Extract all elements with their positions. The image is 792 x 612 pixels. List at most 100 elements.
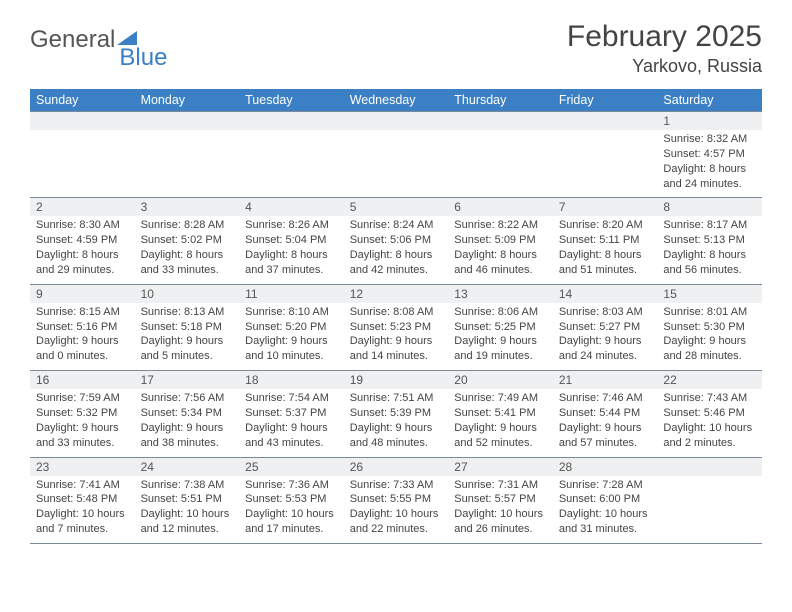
sunrise-text: Sunrise: 8:32 AM <box>663 132 756 147</box>
body-row: Sunrise: 8:32 AMSunset: 4:57 PMDaylight:… <box>30 130 762 197</box>
sunrise-text: Sunrise: 8:01 AM <box>663 305 756 320</box>
day-cell: Sunrise: 8:24 AMSunset: 5:06 PMDaylight:… <box>344 216 449 283</box>
date-number <box>239 112 344 130</box>
day-header: Thursday <box>448 89 553 111</box>
date-number: 22 <box>657 371 762 389</box>
sunset-text: Sunset: 5:18 PM <box>141 320 234 335</box>
sunrise-text: Sunrise: 8:08 AM <box>350 305 443 320</box>
sunrise-text: Sunrise: 8:20 AM <box>559 218 652 233</box>
day-cell: Sunrise: 8:13 AMSunset: 5:18 PMDaylight:… <box>135 303 240 370</box>
daylight-text-2: and 24 minutes. <box>663 177 756 192</box>
sunset-text: Sunset: 5:20 PM <box>245 320 338 335</box>
date-number <box>344 112 449 130</box>
sunset-text: Sunset: 5:55 PM <box>350 492 443 507</box>
daylight-text: Daylight: 8 hours <box>245 248 338 263</box>
day-cell: Sunrise: 8:20 AMSunset: 5:11 PMDaylight:… <box>553 216 658 283</box>
daylight-text-2: and 14 minutes. <box>350 349 443 364</box>
sunset-text: Sunset: 5:16 PM <box>36 320 129 335</box>
date-number: 5 <box>344 198 449 216</box>
sunset-text: Sunset: 5:41 PM <box>454 406 547 421</box>
daylight-text: Daylight: 9 hours <box>36 334 129 349</box>
sunrise-text: Sunrise: 7:59 AM <box>36 391 129 406</box>
daylight-text: Daylight: 10 hours <box>36 507 129 522</box>
day-cell <box>448 130 553 197</box>
day-cell: Sunrise: 8:26 AMSunset: 5:04 PMDaylight:… <box>239 216 344 283</box>
daylight-text-2: and 5 minutes. <box>141 349 234 364</box>
daylight-text: Daylight: 10 hours <box>350 507 443 522</box>
daylight-text-2: and 0 minutes. <box>36 349 129 364</box>
date-number: 4 <box>239 198 344 216</box>
sunset-text: Sunset: 5:02 PM <box>141 233 234 248</box>
day-header: Friday <box>553 89 658 111</box>
daylight-text-2: and 12 minutes. <box>141 522 234 537</box>
day-cell <box>135 130 240 197</box>
sunset-text: Sunset: 5:37 PM <box>245 406 338 421</box>
date-number: 21 <box>553 371 658 389</box>
sunrise-text: Sunrise: 8:10 AM <box>245 305 338 320</box>
daylight-text-2: and 26 minutes. <box>454 522 547 537</box>
daylight-text: Daylight: 8 hours <box>559 248 652 263</box>
date-number: 11 <box>239 285 344 303</box>
sunrise-text: Sunrise: 7:56 AM <box>141 391 234 406</box>
sunrise-text: Sunrise: 7:54 AM <box>245 391 338 406</box>
sunset-text: Sunset: 5:30 PM <box>663 320 756 335</box>
date-number: 25 <box>239 458 344 476</box>
date-number: 15 <box>657 285 762 303</box>
daylight-text-2: and 33 minutes. <box>36 436 129 451</box>
date-number: 17 <box>135 371 240 389</box>
sunrise-text: Sunrise: 7:36 AM <box>245 478 338 493</box>
sunrise-text: Sunrise: 8:13 AM <box>141 305 234 320</box>
sunset-text: Sunset: 5:44 PM <box>559 406 652 421</box>
date-row: 16171819202122 <box>30 370 762 389</box>
daylight-text-2: and 17 minutes. <box>245 522 338 537</box>
daylight-text: Daylight: 8 hours <box>350 248 443 263</box>
date-number: 24 <box>135 458 240 476</box>
daylight-text: Daylight: 9 hours <box>454 421 547 436</box>
day-cell: Sunrise: 7:31 AMSunset: 5:57 PMDaylight:… <box>448 476 553 543</box>
day-cell: Sunrise: 8:22 AMSunset: 5:09 PMDaylight:… <box>448 216 553 283</box>
day-cell <box>30 130 135 197</box>
sunrise-text: Sunrise: 8:17 AM <box>663 218 756 233</box>
daylight-text: Daylight: 9 hours <box>36 421 129 436</box>
daylight-text: Daylight: 9 hours <box>245 334 338 349</box>
daylight-text-2: and 46 minutes. <box>454 263 547 278</box>
sunset-text: Sunset: 5:04 PM <box>245 233 338 248</box>
day-cell <box>657 476 762 543</box>
logo-text-gray: General <box>30 26 115 54</box>
date-number: 27 <box>448 458 553 476</box>
sunrise-text: Sunrise: 8:26 AM <box>245 218 338 233</box>
sunset-text: Sunset: 5:48 PM <box>36 492 129 507</box>
day-cell: Sunrise: 7:41 AMSunset: 5:48 PMDaylight:… <box>30 476 135 543</box>
daylight-text-2: and 42 minutes. <box>350 263 443 278</box>
daylight-text-2: and 19 minutes. <box>454 349 547 364</box>
date-row: 1 <box>30 111 762 130</box>
daylight-text-2: and 57 minutes. <box>559 436 652 451</box>
sunrise-text: Sunrise: 8:30 AM <box>36 218 129 233</box>
daylight-text: Daylight: 8 hours <box>663 248 756 263</box>
sunrise-text: Sunrise: 8:03 AM <box>559 305 652 320</box>
sunset-text: Sunset: 5:11 PM <box>559 233 652 248</box>
daylight-text-2: and 29 minutes. <box>36 263 129 278</box>
sunrise-text: Sunrise: 8:28 AM <box>141 218 234 233</box>
logo-text-blue: Blue <box>119 44 167 72</box>
day-cell: Sunrise: 7:59 AMSunset: 5:32 PMDaylight:… <box>30 389 135 456</box>
daylight-text-2: and 33 minutes. <box>141 263 234 278</box>
daylight-text-2: and 37 minutes. <box>245 263 338 278</box>
body-row: Sunrise: 8:30 AMSunset: 4:59 PMDaylight:… <box>30 216 762 283</box>
sunset-text: Sunset: 5:13 PM <box>663 233 756 248</box>
day-cell: Sunrise: 7:36 AMSunset: 5:53 PMDaylight:… <box>239 476 344 543</box>
sunset-text: Sunset: 5:32 PM <box>36 406 129 421</box>
sunrise-text: Sunrise: 8:24 AM <box>350 218 443 233</box>
sunrise-text: Sunrise: 7:49 AM <box>454 391 547 406</box>
date-row: 9101112131415 <box>30 284 762 303</box>
date-number <box>448 112 553 130</box>
daylight-text: Daylight: 9 hours <box>454 334 547 349</box>
day-header: Wednesday <box>344 89 449 111</box>
daylight-text-2: and 2 minutes. <box>663 436 756 451</box>
sunset-text: Sunset: 5:39 PM <box>350 406 443 421</box>
body-row: Sunrise: 8:15 AMSunset: 5:16 PMDaylight:… <box>30 303 762 370</box>
day-cell: Sunrise: 8:32 AMSunset: 4:57 PMDaylight:… <box>657 130 762 197</box>
daylight-text: Daylight: 10 hours <box>663 421 756 436</box>
date-row: 232425262728 <box>30 457 762 476</box>
day-cell: Sunrise: 8:15 AMSunset: 5:16 PMDaylight:… <box>30 303 135 370</box>
